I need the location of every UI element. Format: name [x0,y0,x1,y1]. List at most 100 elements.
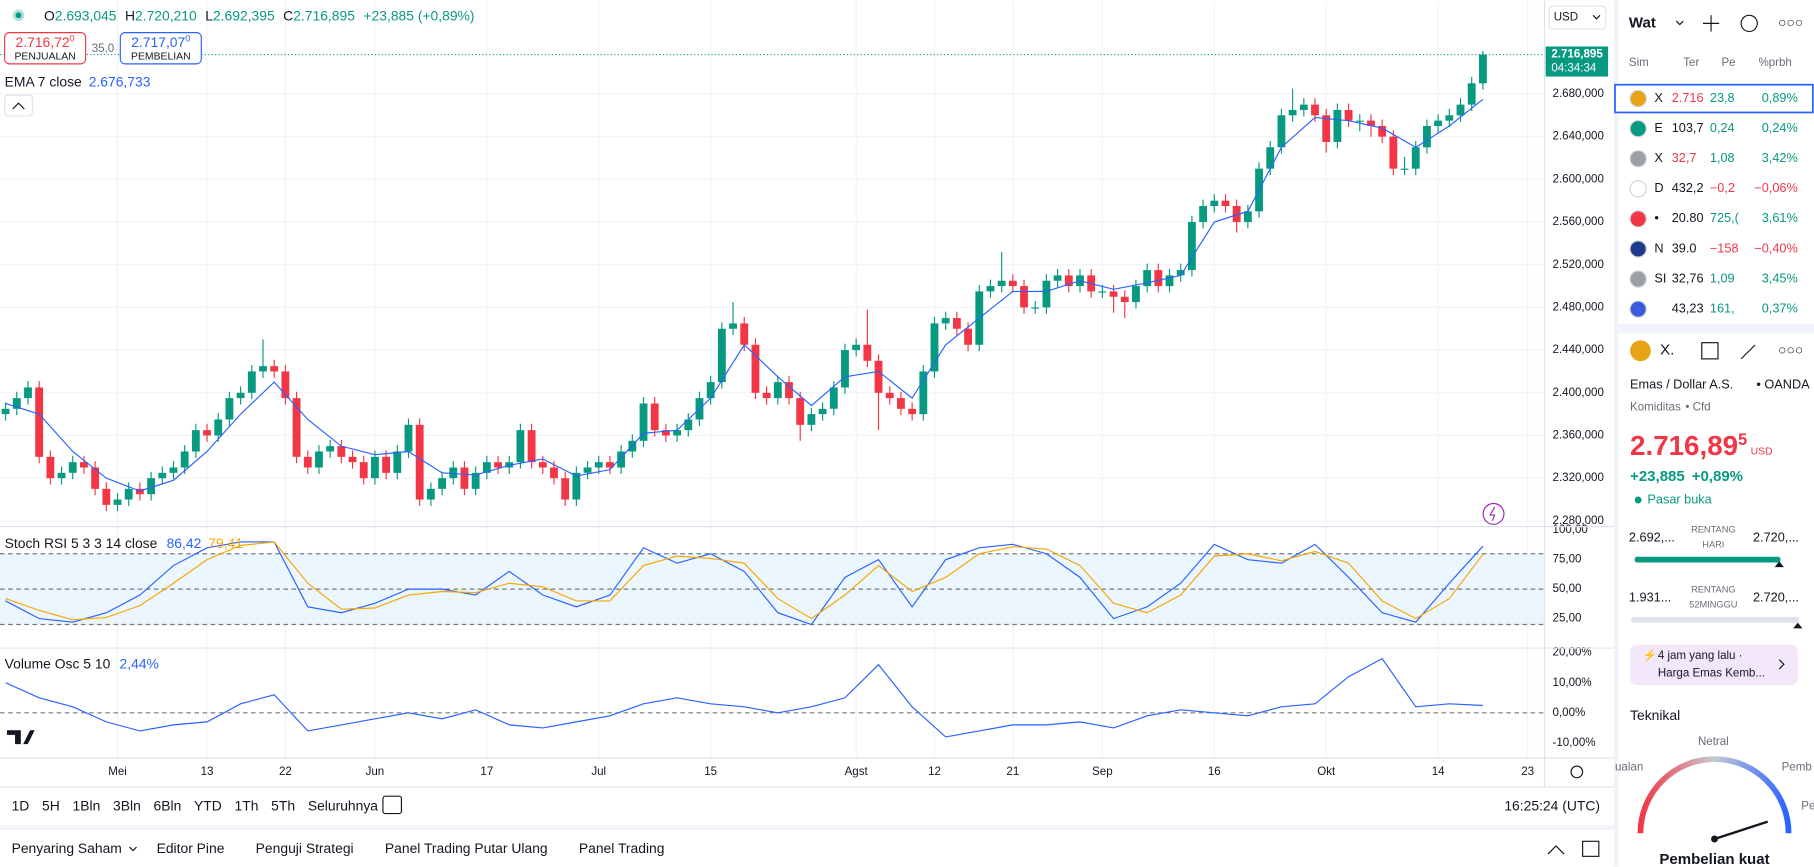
candle-body [717,328,726,383]
last: 2.716 [1672,90,1704,105]
candle-body [1389,136,1398,169]
x-tick-label: Sep [1092,766,1113,778]
ema-legend: EMA 7 close 2.676,733 [5,73,151,89]
plot-area: Mei 13 22 Jun 17 Jul 15 Agst 12 21 Sep 16 Okt 14 23 2.2… [0,0,1609,778]
news-title: Harga Emas Kemb... [1658,668,1765,680]
ohlc-value: 2.720,210 [135,7,197,23]
candle-body [773,382,782,399]
buy-price-main: 2.717,07 [131,34,185,50]
x-tick-label: Jul [591,766,606,778]
edit-icon[interactable] [1740,344,1756,360]
alert-button[interactable] [1482,502,1505,525]
range-button[interactable]: 1Bln [73,797,101,813]
change: 0,24 [1710,120,1735,135]
collapse-icon [12,102,25,110]
ohlc-key: H [125,7,135,23]
range-button[interactable]: 1Th [235,797,259,813]
technical-title: Teknikal [1630,707,1680,723]
change-pct: 0,89% [1762,90,1798,105]
tab[interactable]: Penguji Strategi [256,840,354,856]
tab[interactable]: Panel Trading Putar Ulang [385,840,548,856]
dropdown-icon[interactable] [1675,20,1684,26]
candle-body [1456,104,1465,116]
candle-body [785,382,793,399]
range-button[interactable]: 3Bln [113,797,141,813]
range-button[interactable]: 1D [12,797,30,813]
currency-select[interactable] [1548,5,1607,30]
range-button[interactable]: Seluruhnya [308,797,378,813]
last: 39.0 [1672,240,1697,255]
candle-body [35,387,44,457]
candle-body [102,488,111,505]
symbol-icon [1629,119,1647,138]
candle-body [1,408,10,415]
range-button[interactable]: 5Th [271,797,295,813]
candle-body [1434,120,1443,126]
candle-body [494,462,502,468]
range-bar: 1D 5H 1Bln 3Bln 6Bln YTD 1Th 5Th Seluruhnya [12,797,379,813]
candle-body [1367,120,1375,126]
change-pct: 3,42% [1762,150,1798,165]
more-icon[interactable]: ○○○ [1778,14,1803,30]
y-tick-label: 2.320,000 [1553,472,1604,484]
candle-body [482,462,491,473]
panel-divider [1613,0,1619,867]
buy-price-sup: 0 [185,34,190,44]
change: 1,08 [1710,150,1735,165]
x-tick-label: 12 [928,766,941,778]
dropdown-icon [1592,14,1601,20]
symbol-icon [1629,300,1647,318]
x-tick-label: Jun [366,766,385,778]
sell-price: 2.716,720 [16,34,75,50]
candle-body [1411,147,1420,169]
candle-body [561,478,570,500]
panel-divider [1618,324,1814,334]
y-tick-label: 2.560,000 [1553,216,1604,228]
more-icon[interactable]: ○○○ [1778,341,1803,357]
candle-body [818,408,827,415]
chart-icon[interactable] [1740,14,1758,33]
tab[interactable]: Panel Trading [579,840,665,856]
candle-body [303,456,312,468]
candle-body [1199,206,1208,223]
candle-body [807,414,816,425]
range-label: HARI [1702,540,1724,550]
candle-body [80,462,88,468]
candle-body [415,424,424,500]
sell-button[interactable] [4,32,87,65]
maximize-panel[interactable] [1582,840,1600,857]
change-pct: 0,37% [1762,300,1798,315]
last: 103,7 [1672,120,1704,135]
range-button[interactable]: 6Bln [154,797,182,813]
gauge-result: Pembelian kuat [1659,851,1769,867]
date-range-icon[interactable] [382,795,403,815]
tab[interactable]: Penyaring Saham [12,840,122,856]
y-tick-label: 2.360,000 [1553,430,1604,442]
y-tick-label: 2.280,000 [1553,515,1604,527]
candle-body [650,403,659,431]
settings-icon[interactable] [1570,765,1584,779]
candle-body [438,478,446,489]
gauge-needle [1714,820,1769,841]
range-button[interactable]: 5H [42,797,60,813]
candle-body [203,430,211,436]
collapse-button[interactable] [4,94,33,117]
candle-body [684,419,693,431]
chevron [1778,659,1785,670]
gauge-label: Netral [1698,736,1729,748]
tab[interactable]: Editor Pine [157,840,225,856]
vol-title: Volume Osc 5 10 [5,655,111,671]
add-icon[interactable] [1702,15,1720,32]
collapse-panel[interactable] [1547,845,1565,855]
range-button[interactable]: YTD [194,797,222,813]
layout-icon[interactable] [1701,342,1719,360]
news-card[interactable] [1630,644,1798,686]
x-tick-label: 23 [1521,766,1534,778]
detail-exchange: • OANDA [1756,377,1810,392]
buy-button[interactable] [119,32,202,65]
candle-body [1423,125,1431,148]
candle-body [191,430,200,452]
range-label: 52MINGGU [1689,600,1737,610]
candle-body [1288,109,1297,116]
candle-body [91,467,100,489]
